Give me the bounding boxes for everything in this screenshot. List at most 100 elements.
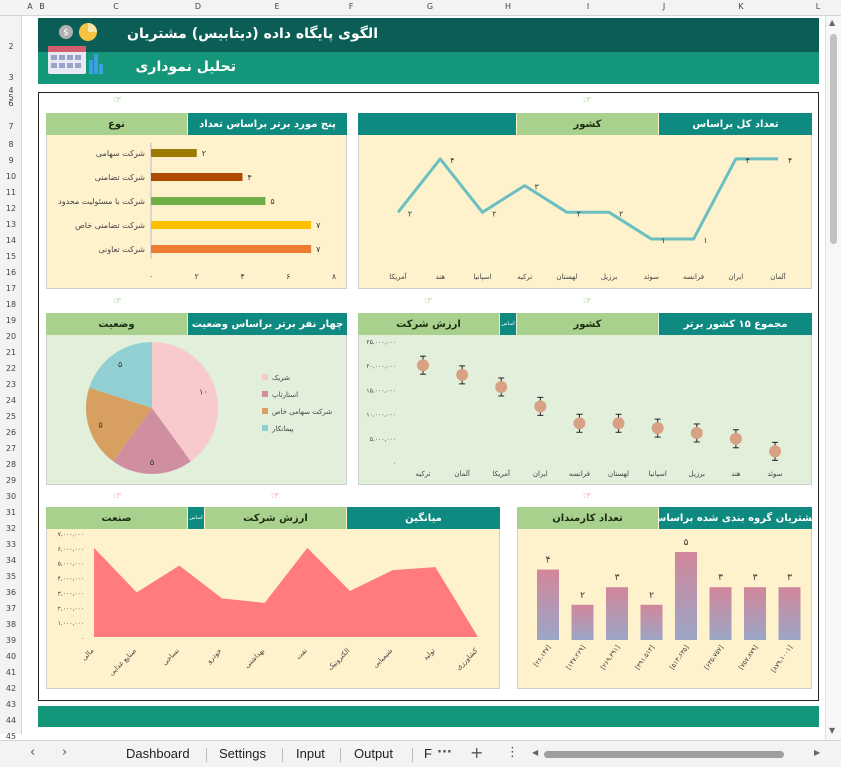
row-header[interactable]: 5 [8, 93, 14, 102]
row-header[interactable]: 9 [8, 156, 14, 165]
row-header[interactable]: 44 [5, 716, 17, 725]
col-k[interactable]: K [738, 2, 744, 11]
filter-pointer-icon[interactable]: ☞ [113, 491, 122, 502]
row-header[interactable]: 7 [8, 122, 14, 131]
row-header[interactable]: 21 [5, 348, 17, 357]
add-sheet-icon[interactable]: + [470, 743, 484, 762]
scatter-y-tick: ۰ [393, 460, 396, 467]
col-c[interactable]: C [113, 2, 119, 11]
row-header[interactable]: 41 [5, 668, 17, 677]
country-value-scatter-chart: ۰ ۵,۰۰۰,۰۰۰ ۱۰,۰۰۰,۰۰۰ ۱۵,۰۰۰,۰۰۰ ۲۰,۰۰۰,۰۰۰… [366, 339, 782, 478]
pie-value-label: ۵ [118, 360, 122, 369]
row-header[interactable]: 14 [5, 236, 17, 245]
tab-prev-icon[interactable]: ‹ [30, 745, 36, 760]
row-header[interactable]: 18 [5, 300, 17, 309]
row-header[interactable]: 38 [5, 620, 17, 629]
horizontal-scroll-thumb[interactable] [544, 751, 784, 758]
scroll-thumb[interactable] [830, 34, 837, 244]
row-header[interactable]: 42 [5, 684, 17, 693]
employees-value-label: ۲ [649, 591, 654, 601]
tab-dashboard[interactable]: Dashboard [126, 746, 190, 761]
row-header[interactable]: 19 [5, 316, 17, 325]
row-header[interactable]: 15 [5, 252, 17, 261]
row-header[interactable]: 36 [5, 588, 17, 597]
filter-pointer-icon[interactable]: ☞ [583, 491, 592, 502]
scatter-y-tick: ۵,۰۰۰,۰۰۰ [370, 436, 396, 443]
row-header[interactable]: 35 [5, 572, 17, 581]
row-header[interactable]: 3 [8, 73, 14, 82]
employees-value-label: ۵ [684, 538, 689, 548]
tab-next-icon[interactable]: › [62, 745, 68, 760]
tab-input[interactable]: Input [296, 746, 325, 761]
scroll-right-arrow-icon[interactable]: ▶ [814, 748, 821, 757]
row-header[interactable]: 28 [5, 460, 17, 469]
industry-area-basis-tag: اساس [188, 507, 204, 529]
row-header[interactable]: 16 [5, 268, 17, 277]
employees-bar [778, 587, 801, 640]
type-category-label: شرکت تضامنی [95, 173, 146, 182]
filter-pointer-icon[interactable]: ☞ [583, 296, 592, 307]
col-b[interactable]: B [39, 2, 45, 11]
row-header[interactable]: 30 [5, 492, 17, 501]
row-header[interactable]: 31 [5, 508, 17, 517]
vertical-scrollbar[interactable]: ▲ ▼ [825, 16, 841, 740]
row-header[interactable]: 22 [5, 364, 17, 373]
row-header[interactable]: 24 [5, 396, 17, 405]
tab-output[interactable]: Output [354, 746, 394, 761]
col-i[interactable]: I [586, 2, 590, 11]
filter-pointer-icon[interactable]: ☞ [113, 296, 122, 307]
more-tabs-icon[interactable]: ··· [437, 745, 452, 760]
row-header[interactable]: 37 [5, 604, 17, 613]
employees-category-label: [۶۳۵،۷۵۷] [702, 644, 725, 672]
row-header[interactable]: 33 [5, 540, 17, 549]
tab-truncated[interactable]: F [424, 746, 432, 761]
col-e[interactable]: E [274, 2, 280, 11]
row-header[interactable]: 4 [8, 86, 14, 95]
filter-pointer-icon[interactable]: ☞ [583, 95, 592, 106]
tab-settings[interactable]: Settings [219, 746, 266, 761]
row-header[interactable]: 43 [5, 700, 17, 709]
col-j[interactable]: J [662, 2, 666, 11]
country-line-category-label: ترکیه [517, 273, 532, 281]
row-header[interactable]: 45 [5, 732, 17, 741]
row-header[interactable]: 34 [5, 556, 17, 565]
filter-pointer-icon[interactable]: ☞ [113, 95, 122, 106]
country-line-value-label: ۲ [619, 209, 623, 218]
row-header[interactable]: 20 [5, 332, 17, 341]
row-header[interactable]: 23 [5, 380, 17, 389]
country-value-panel [358, 313, 812, 485]
row-header[interactable]: 13 [5, 220, 17, 229]
scatter-category-label: اسپانیا [649, 470, 667, 478]
col-d[interactable]: D [194, 2, 202, 11]
col-h[interactable]: H [504, 2, 512, 11]
row-header[interactable]: 6 [8, 99, 14, 108]
filter-pointer-icon[interactable]: ☞ [271, 491, 280, 502]
row-header[interactable]: 40 [5, 652, 17, 661]
tab-separator [206, 748, 207, 762]
row-header[interactable]: 8 [8, 140, 14, 149]
scroll-down-arrow-icon[interactable]: ▼ [829, 726, 836, 735]
row-header[interactable]: 10 [5, 172, 17, 181]
row-header[interactable]: 12 [5, 204, 17, 213]
area-category-label: مالی [80, 647, 96, 663]
col-a[interactable]: A [27, 2, 33, 11]
row-header[interactable]: 2 [8, 42, 14, 51]
col-l[interactable]: L [815, 2, 821, 11]
row-header[interactable]: 32 [5, 524, 17, 533]
col-g[interactable]: G [426, 2, 434, 11]
row-header[interactable]: 26 [5, 428, 17, 437]
row-header-bar: 2 3 4 5 6 7 8 9 10 11 12 13 14 15 16 17 … [0, 16, 22, 741]
scroll-up-arrow-icon[interactable]: ▲ [829, 18, 836, 27]
row-header[interactable]: 27 [5, 444, 17, 453]
options-icon[interactable]: ⋮ [506, 745, 519, 760]
filter-pointer-icon[interactable]: ☞ [424, 296, 433, 307]
col-f[interactable]: F [348, 2, 354, 11]
row-header[interactable]: 29 [5, 476, 17, 485]
row-header[interactable]: 17 [5, 284, 17, 293]
row-header[interactable]: 25 [5, 412, 17, 421]
row-header[interactable]: 39 [5, 636, 17, 645]
scroll-left-arrow-icon[interactable]: ◀ [532, 748, 539, 757]
horizontal-scrollbar[interactable]: ◀ ▶ [532, 748, 824, 759]
row-header[interactable]: 11 [5, 188, 17, 197]
employees-value-label: ۳ [718, 573, 723, 583]
